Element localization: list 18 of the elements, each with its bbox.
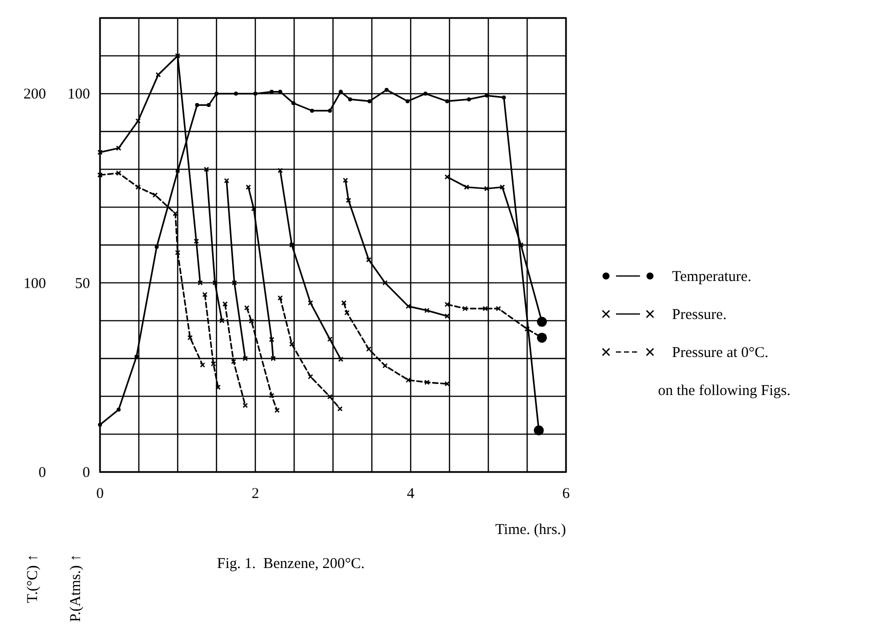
x-axis-title: Time. (hrs.) xyxy=(495,522,566,538)
y2-tick-label: 0 xyxy=(38,465,46,481)
x-tick-label: 6 xyxy=(562,486,570,502)
legend-label: Pressure. xyxy=(672,307,727,323)
x-tick-label: 2 xyxy=(252,486,260,502)
text: on the following Figs. xyxy=(658,383,791,399)
y2-tick-label: 200 xyxy=(24,86,46,103)
y-axis-title: P.(Atms.) ↑ xyxy=(68,554,84,622)
y2-axis-title: T.(°C) ↑ xyxy=(25,554,41,604)
x-tick-label: 4 xyxy=(406,486,415,502)
y-tick-label: 50 xyxy=(75,276,90,292)
x-tick-label: 0 xyxy=(96,486,104,502)
text: Fig. 1. Benzene, 200°C. xyxy=(217,556,365,572)
y-tick-label: 100 xyxy=(68,86,90,103)
legend-label: Temperature. xyxy=(672,269,752,285)
legend-label: Pressure at 0°C. xyxy=(672,345,768,361)
y2-tick-label: 100 xyxy=(24,276,46,292)
y-tick-label: 0 xyxy=(82,465,90,481)
